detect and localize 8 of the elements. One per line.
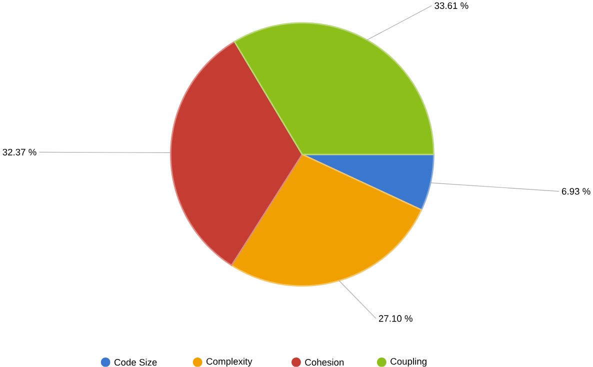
legend-label: Code Size [114, 358, 157, 366]
legend-label: Complexity [206, 358, 252, 367]
legend-label: Coupling [390, 358, 426, 367]
data-label: 27.10 % [378, 315, 412, 322]
data-label: 32.37 % [2, 148, 36, 156]
data-label: 6.93 % [562, 188, 590, 195]
legend-label: Cohesion [305, 358, 344, 366]
data-label: 33.61 % [434, 2, 468, 10]
